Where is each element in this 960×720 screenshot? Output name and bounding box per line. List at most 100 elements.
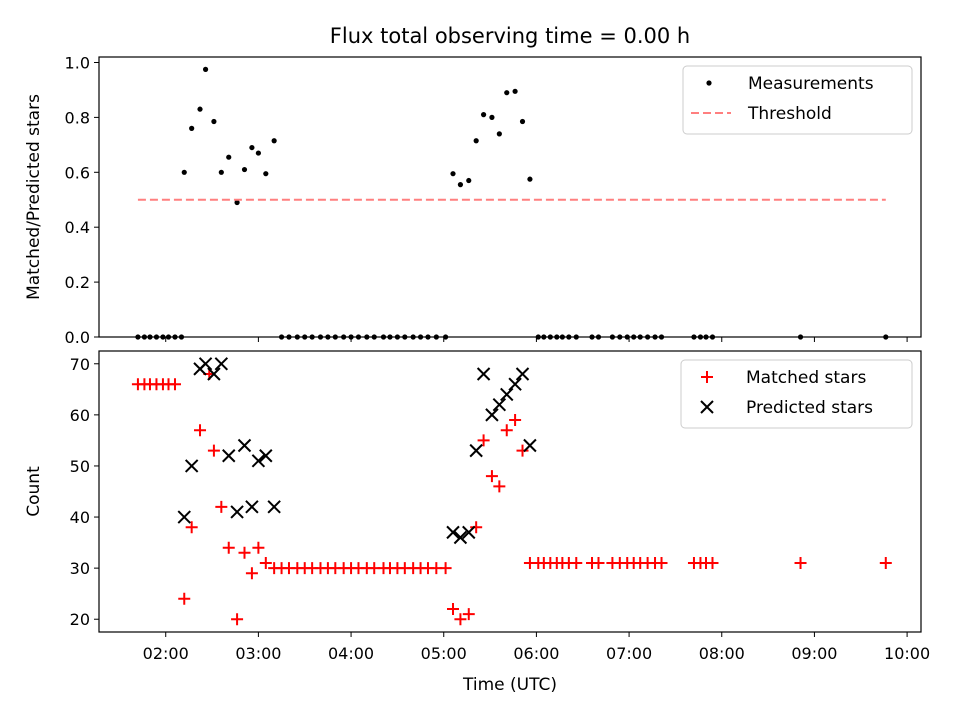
- matched-point: [222, 541, 235, 554]
- y-tick-label: 0.2: [65, 273, 90, 292]
- legend-label: Measurements: [748, 74, 874, 94]
- matched-point: [259, 557, 272, 570]
- legend-label: Predicted stars: [746, 398, 873, 418]
- measurement-point: [450, 171, 456, 177]
- matched-point: [207, 444, 220, 457]
- predicted-point: [198, 357, 213, 371]
- measurement-point: [202, 66, 209, 72]
- series-predicted-stars: [177, 357, 537, 545]
- legend-box: [680, 359, 913, 429]
- matched-point: [706, 557, 719, 570]
- measurement-point: [255, 150, 261, 156]
- matched-point: [500, 424, 513, 437]
- panel-2: 20 30 40 50 60 70 02:00 03:00 04:00 05:00 06:00 07:…: [24, 350, 930, 695]
- legend-box: [682, 65, 913, 135]
- measurement-point: [218, 169, 224, 175]
- legend-marker: [701, 371, 713, 383]
- predicted-point: [508, 377, 522, 391]
- measurement-point: [234, 199, 240, 206]
- predicted-point: [259, 449, 273, 463]
- legend-entry: Matched stars: [701, 368, 866, 388]
- matched-point: [470, 521, 483, 534]
- y-tick-label: 0.8: [65, 108, 90, 127]
- y-tick-label: 50: [70, 457, 90, 476]
- panel-frame: [98, 350, 922, 633]
- panel-1: 0.0 0.2 0.4 0.6 0.8 1.0 Matched/Predicted star…: [24, 53, 922, 347]
- legend-marker: [700, 400, 714, 414]
- measurement-point: [504, 90, 510, 96]
- predicted-point: [462, 525, 476, 540]
- measurement-point: [457, 182, 464, 188]
- predicted-point: [177, 510, 191, 524]
- y-tick-label: 0.4: [65, 218, 90, 237]
- matched-point: [493, 480, 506, 493]
- figure-title: Flux total observing time = 0.00 h: [330, 24, 690, 48]
- predicted-point: [515, 367, 530, 381]
- predicted-point: [222, 449, 236, 463]
- x-tick-label: 07:00: [606, 644, 652, 663]
- measurement-point: [271, 138, 277, 144]
- measurement-point: [181, 169, 187, 175]
- predicted-point: [469, 443, 483, 458]
- measurement-point: [519, 118, 526, 125]
- x-tick-label: 10:00: [884, 644, 930, 663]
- matched-point: [439, 562, 452, 575]
- matched-point: [185, 521, 198, 534]
- matched-point: [178, 592, 191, 605]
- predicted-point: [485, 408, 499, 422]
- x-tick-label: 05:00: [421, 644, 467, 663]
- x-tick-label: 09:00: [791, 644, 837, 663]
- predicted-point: [251, 454, 266, 468]
- measurement-point: [241, 166, 248, 173]
- x-tick-label: 02:00: [143, 644, 189, 663]
- matched-point: [509, 413, 522, 426]
- matched-point: [245, 567, 258, 580]
- matched-point: [447, 603, 460, 616]
- predicted-point: [245, 500, 259, 514]
- predicted-point: [214, 357, 229, 371]
- legend: Measurements Threshold: [682, 65, 913, 135]
- matched-point: [252, 541, 265, 554]
- predicted-point: [500, 387, 514, 402]
- predicted-point: [184, 459, 199, 473]
- matched-point: [516, 444, 529, 457]
- matched-point: [194, 424, 207, 437]
- matched-point: [238, 546, 251, 559]
- predicted-point: [492, 397, 507, 412]
- x-tick-label: 03:00: [235, 644, 281, 663]
- y-tick-label: 60: [70, 406, 90, 425]
- x-tick-label: 04:00: [328, 644, 374, 663]
- matched-point: [794, 557, 807, 570]
- y-tick-label: 1.0: [65, 53, 90, 72]
- x-tick-label: 06:00: [513, 644, 559, 663]
- measurement-point: [189, 125, 195, 131]
- measurement-point: [496, 131, 502, 137]
- measurement-point: [263, 171, 269, 177]
- y-tick-label: 0.0: [65, 328, 90, 347]
- matched-point: [592, 557, 605, 570]
- measurement-point: [249, 144, 255, 151]
- series-matched-stars: [131, 367, 892, 626]
- measurement-point: [226, 154, 232, 160]
- measurement-point: [211, 118, 217, 125]
- legend-label: Threshold: [747, 104, 832, 124]
- panel-frame: [98, 56, 922, 338]
- measurement-point: [489, 114, 495, 120]
- legend-label: Matched stars: [746, 368, 866, 388]
- y-tick-label: 70: [70, 355, 90, 374]
- predicted-point: [476, 367, 491, 381]
- matched-point: [462, 608, 475, 621]
- y-tick-label: 40: [70, 508, 90, 527]
- measurement-point: [480, 112, 487, 118]
- measurement-point: [473, 138, 479, 144]
- measurement-point: [466, 177, 472, 184]
- legend-marker: [706, 80, 712, 86]
- measurement-point: [197, 106, 203, 112]
- chart-panels: 0.0 0.2 0.4 0.6 0.8 1.0 Matched/Predicted star…: [24, 53, 930, 695]
- legend-entry: Threshold: [691, 104, 832, 124]
- legend: Matched stars Predicted stars: [680, 359, 913, 429]
- predicted-point: [267, 500, 281, 514]
- matched-point: [485, 470, 498, 483]
- matched-point: [879, 557, 892, 570]
